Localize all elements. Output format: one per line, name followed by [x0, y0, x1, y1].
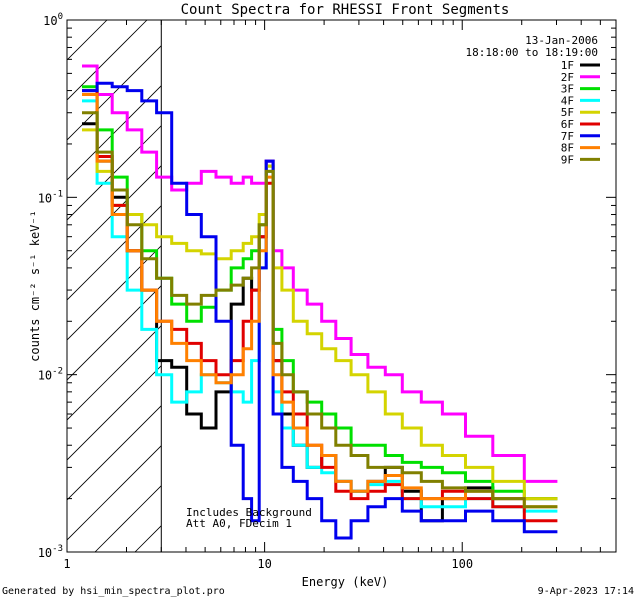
- legend-label-6f: 6F: [561, 118, 574, 131]
- y-tick-label: 100: [43, 12, 63, 28]
- legend-label-4f: 4F: [561, 94, 574, 107]
- series-line-4f: [82, 99, 558, 513]
- plot-frame: [66, 19, 617, 553]
- hatched-region: [67, 20, 162, 552]
- series-line-7f: [82, 81, 558, 540]
- series-line-9f: [82, 111, 558, 509]
- legend-label-5f: 5F: [561, 106, 574, 119]
- chart-title: Count Spectra for RHESSI Front Segments: [181, 2, 510, 18]
- y-tick-label: 10-3: [38, 544, 63, 560]
- x-tick-label: 100: [451, 557, 473, 571]
- series-line-5f: [82, 128, 558, 501]
- hatch-lines: [67, 20, 162, 552]
- y-axis-label: counts cm⁻² s⁻¹ keV⁻¹: [28, 210, 42, 362]
- time-range-label: 18:18:00 to 18:19:00: [466, 46, 598, 59]
- legend-label-8f: 8F: [561, 142, 574, 155]
- footer-timestamp: 9-Apr-2023 17:14: [537, 586, 634, 597]
- footer-generated-by: Generated by hsi_min_spectra_plot.pro: [2, 586, 225, 597]
- legend-label-7f: 7F: [561, 130, 574, 143]
- series-line-6f: [82, 89, 558, 523]
- series-line-2f: [82, 64, 558, 483]
- legend-label-2f: 2F: [561, 71, 574, 84]
- series-line-1f: [82, 122, 558, 523]
- annotation-attenuator: Att A0, FDecim 1: [186, 517, 292, 530]
- y-tick-label: 10-2: [38, 367, 63, 383]
- legend-label-9f: 9F: [561, 153, 574, 166]
- annotation-background: Includes Background: [186, 506, 312, 519]
- x-axis-label: Energy (keV): [302, 575, 389, 589]
- legend-label-1f: 1F: [561, 59, 574, 72]
- x-tick-label: 1: [63, 557, 70, 571]
- y-tick-label: 10-1: [38, 189, 63, 205]
- x-tick-label: 10: [257, 557, 271, 571]
- series-line-8f: [82, 93, 558, 509]
- date-label: 13-Jan-2006: [525, 34, 598, 47]
- legend-label-3f: 3F: [561, 83, 574, 96]
